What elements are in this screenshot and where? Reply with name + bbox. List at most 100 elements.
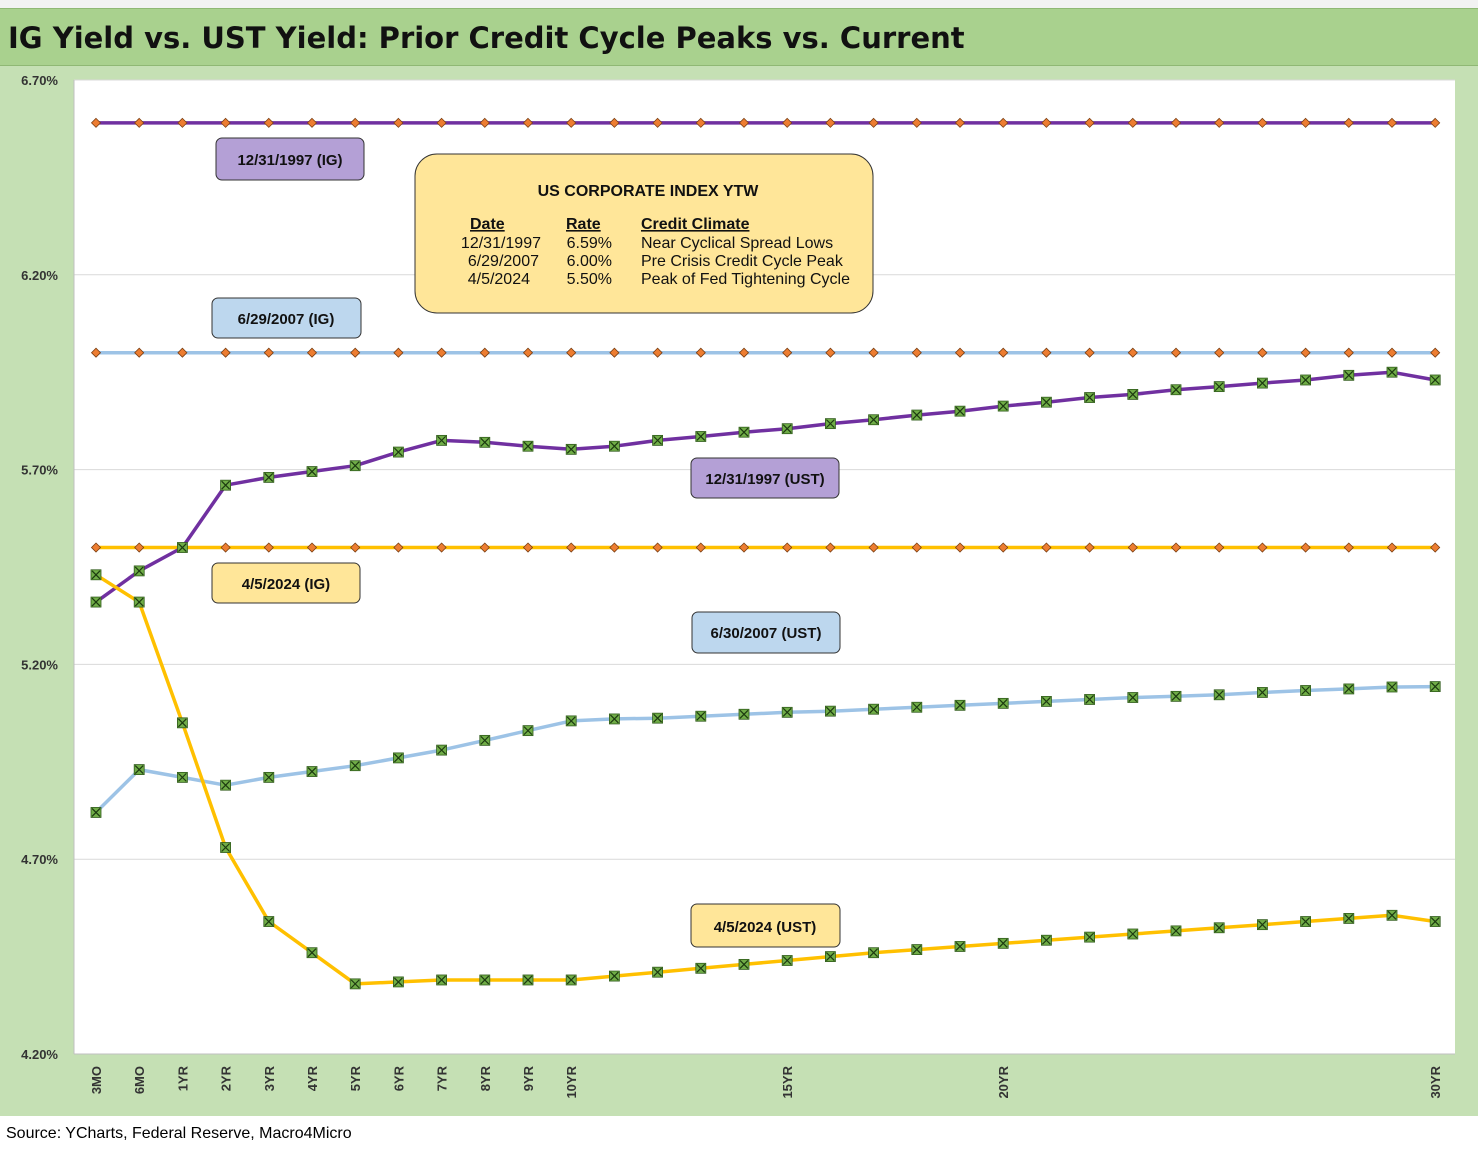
y-tick-label: 4.70%	[21, 852, 58, 867]
x-tick-label: 5YR	[348, 1065, 363, 1091]
label-2007-ust-box	[691, 611, 841, 654]
ig-point-marker	[1170, 542, 1182, 553]
ust-point-marker	[349, 760, 361, 772]
ust-marker-cross	[566, 444, 576, 454]
ig-point-marker	[306, 542, 318, 553]
y-tick-label: 6.20%	[21, 268, 58, 283]
ust-point-marker	[1041, 696, 1052, 707]
ust-point-marker	[1213, 381, 1225, 393]
ust-point-marker	[565, 974, 577, 986]
legend-row-climate: Near Cyclical Spread Lows	[641, 235, 833, 252]
ust-marker-cross	[825, 706, 835, 716]
ust-point-marker	[1084, 694, 1095, 705]
ig-point-marker	[1170, 347, 1182, 358]
ig-point-marker	[1386, 347, 1398, 358]
ust-marker-cross	[696, 432, 706, 441]
series-line	[94, 684, 1436, 814]
ig-point-marker	[220, 117, 231, 128]
ust-point-marker	[1386, 366, 1398, 378]
ig-point-marker	[782, 347, 793, 358]
ig-point-marker	[911, 347, 922, 358]
ust-marker-cross	[825, 952, 835, 962]
ust-marker-cross	[1128, 693, 1138, 702]
ust-point-marker	[1343, 369, 1355, 381]
label-2007-ust-text: 6/30/2007 (UST)	[711, 625, 822, 642]
ig-point-marker	[954, 542, 966, 553]
ig-point-marker	[479, 347, 490, 358]
ig-point-marker	[306, 347, 318, 358]
ust-point-marker	[997, 400, 1009, 412]
ust-marker-cross	[912, 410, 922, 420]
y-tick-label: 6.70%	[21, 73, 58, 88]
ust-marker-cross	[221, 780, 231, 790]
ig-point-marker	[1214, 542, 1225, 553]
ig-point-marker	[1343, 347, 1354, 358]
ust-point-marker	[954, 941, 966, 952]
ust-marker-cross	[307, 467, 317, 476]
ig-point-marker	[652, 347, 663, 358]
ust-point-marker	[133, 565, 145, 577]
gridlines	[73, 79, 1455, 1055]
ig-point-marker	[652, 542, 663, 553]
legend-row-climate: Peak of Fed Tightening Cycle	[641, 271, 850, 288]
ig-point-marker	[1343, 117, 1354, 128]
ust-marker-cross	[1171, 691, 1181, 701]
ust-marker-cross	[134, 765, 144, 775]
x-tick-label: 8YR	[478, 1065, 493, 1091]
ust-point-marker	[695, 710, 707, 722]
ust-marker-cross	[480, 735, 490, 745]
ust-marker-cross	[264, 917, 274, 926]
ust-point-marker	[392, 976, 404, 988]
ust-point-marker	[954, 405, 966, 417]
ust-marker-cross	[782, 424, 792, 434]
ig-point-marker	[1041, 117, 1052, 128]
ust-point-marker	[738, 958, 750, 970]
ust-point-marker	[220, 779, 232, 791]
ust-marker-cross	[1430, 917, 1440, 926]
ust-point-marker	[1386, 909, 1398, 921]
ust-point-marker	[90, 596, 102, 608]
ust-marker-cross	[782, 707, 792, 717]
ig-point-marker	[738, 347, 750, 358]
legend-row-date: 6/29/2007	[468, 253, 539, 270]
ust-marker-cross	[91, 597, 101, 607]
ust-marker-cross	[1344, 913, 1354, 923]
ig-point-marker	[393, 117, 404, 128]
ig-point-marker	[1084, 542, 1095, 553]
ust-marker-cross	[1257, 920, 1267, 930]
ust-marker-cross	[393, 977, 403, 987]
ust-marker-cross	[437, 745, 447, 755]
label-1997-ig-text: 12/31/1997 (IG)	[237, 152, 342, 169]
ust-marker-cross	[955, 942, 965, 951]
ust-point-marker	[738, 708, 750, 720]
ig-point-marker	[350, 347, 361, 358]
ust-marker-cross	[480, 975, 490, 985]
ig-point-marker	[134, 542, 145, 553]
index-legend-title: US CORPORATE INDEX YTW	[538, 183, 760, 200]
ust-marker-cross	[221, 480, 231, 490]
ig-point-marker	[911, 542, 922, 553]
ust-marker-cross	[653, 435, 663, 445]
ust-marker-cross	[653, 967, 663, 977]
label-1997-ig: 12/31/1997 (IG)	[215, 137, 365, 181]
ust-point-marker	[781, 706, 793, 718]
ust-point-marker	[1170, 925, 1182, 937]
ust-point-marker	[1343, 683, 1355, 695]
ust-point-marker	[1429, 681, 1441, 693]
ust-point-marker	[263, 916, 275, 927]
x-tick-label: 30YR	[1428, 1065, 1443, 1098]
ust-point-marker	[306, 766, 318, 777]
ust-point-marker	[1300, 685, 1311, 696]
ig-point-marker	[263, 347, 274, 358]
ust-marker-cross	[1214, 382, 1224, 392]
ust-marker-cross	[134, 597, 144, 607]
ust-marker-cross	[696, 711, 706, 721]
legend-row-rate: 6.59%	[567, 235, 612, 252]
x-tick-label: 9YR	[521, 1065, 536, 1091]
ust-marker-cross	[350, 461, 360, 471]
series-line	[95, 573, 1436, 986]
ust-point-marker	[868, 414, 879, 426]
series-lines	[94, 121, 1436, 986]
x-tick-label: 1YR	[175, 1065, 190, 1091]
ust-marker-cross	[350, 761, 360, 771]
